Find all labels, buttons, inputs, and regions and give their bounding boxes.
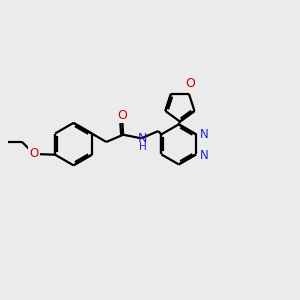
Text: N: N bbox=[138, 132, 148, 145]
Text: H: H bbox=[139, 142, 147, 152]
Text: N: N bbox=[200, 149, 208, 162]
Text: O: O bbox=[29, 148, 39, 160]
Text: N: N bbox=[200, 128, 208, 141]
Text: O: O bbox=[117, 109, 127, 122]
Text: O: O bbox=[185, 77, 195, 90]
